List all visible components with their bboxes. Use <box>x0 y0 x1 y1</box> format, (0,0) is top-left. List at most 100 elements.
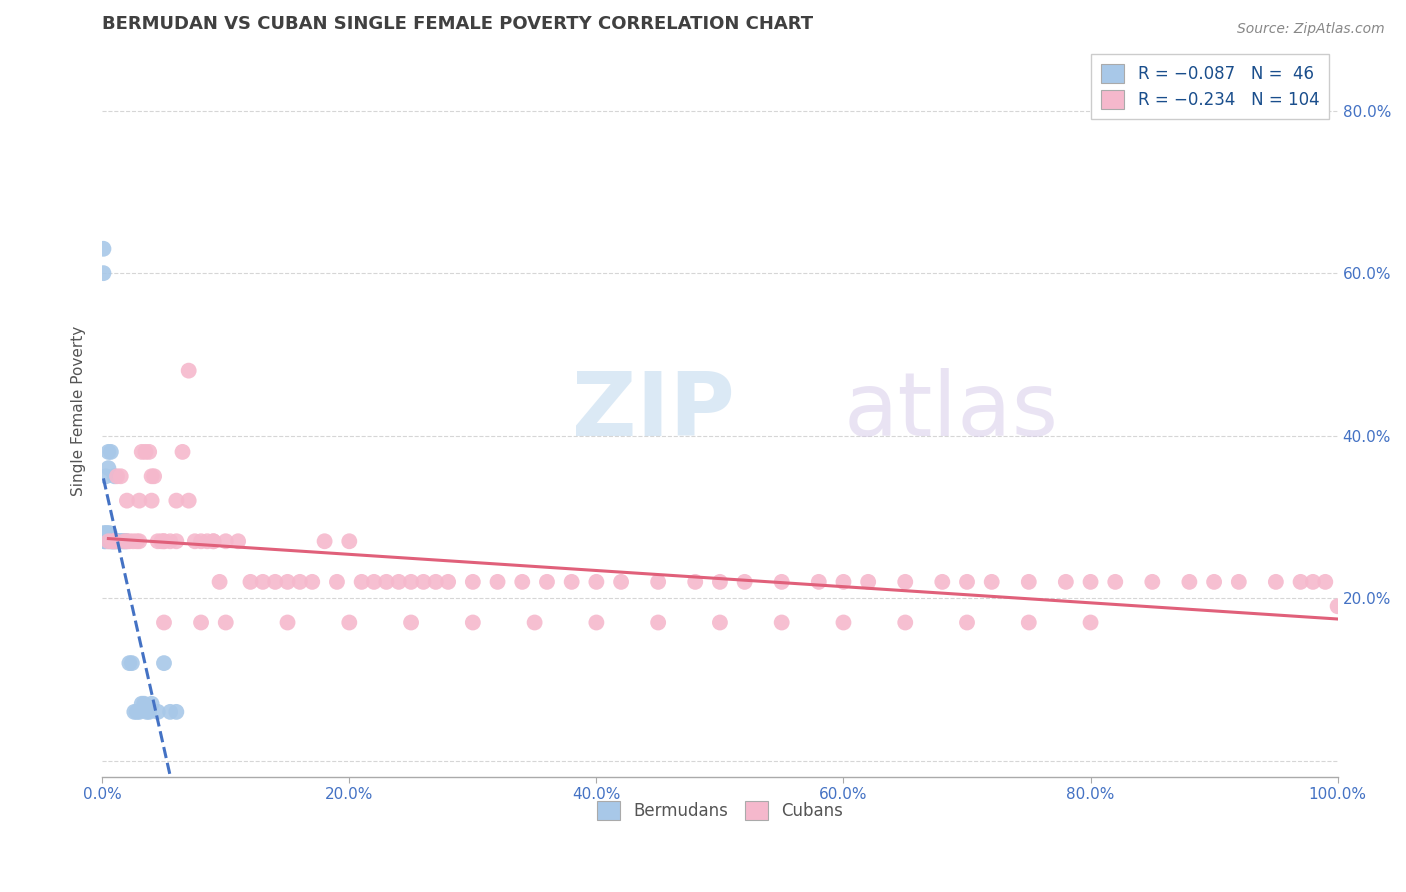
Point <box>108 534 131 549</box>
Point <box>1178 574 1201 589</box>
Point <box>647 615 669 630</box>
Point <box>1142 574 1164 589</box>
Point <box>1080 574 1102 589</box>
Point <box>165 705 187 719</box>
Point <box>93 266 115 280</box>
Point <box>486 574 509 589</box>
Point <box>146 705 169 719</box>
Point <box>1227 574 1250 589</box>
Point <box>110 469 132 483</box>
Point <box>134 697 156 711</box>
Point <box>128 705 150 719</box>
Point <box>388 574 411 589</box>
Point <box>399 615 422 630</box>
Point <box>159 705 181 719</box>
Point <box>208 574 231 589</box>
Point <box>94 526 117 541</box>
Point <box>709 615 731 630</box>
Point <box>100 445 122 459</box>
Point <box>980 574 1002 589</box>
Point <box>734 574 756 589</box>
Point <box>264 574 287 589</box>
Point <box>215 534 238 549</box>
Point <box>115 534 138 549</box>
Point <box>190 534 212 549</box>
Point <box>202 534 225 549</box>
Point <box>326 574 349 589</box>
Point <box>252 574 274 589</box>
Point <box>1326 599 1348 614</box>
Point <box>1264 574 1286 589</box>
Point <box>138 705 160 719</box>
Point <box>114 534 136 549</box>
Point <box>956 574 979 589</box>
Point <box>350 574 373 589</box>
Point <box>610 574 633 589</box>
Point <box>101 534 124 549</box>
Point <box>770 574 793 589</box>
Point <box>337 615 360 630</box>
Point <box>561 574 583 589</box>
Point <box>97 445 120 459</box>
Point <box>215 615 238 630</box>
Point <box>832 574 855 589</box>
Point <box>93 242 115 256</box>
Text: Source: ZipAtlas.com: Source: ZipAtlas.com <box>1237 22 1385 37</box>
Point <box>121 656 143 670</box>
Point <box>100 534 122 549</box>
Point <box>314 534 336 549</box>
Point <box>1054 574 1077 589</box>
Point <box>177 364 200 378</box>
Point <box>101 534 124 549</box>
Point <box>1204 574 1226 589</box>
Point <box>177 493 200 508</box>
Point <box>523 615 546 630</box>
Point <box>115 493 138 508</box>
Point <box>894 615 917 630</box>
Point <box>239 574 262 589</box>
Point <box>159 534 181 549</box>
Point <box>150 534 173 549</box>
Point <box>1018 615 1040 630</box>
Point <box>461 574 484 589</box>
Point <box>832 615 855 630</box>
Point <box>105 534 128 549</box>
Point <box>146 534 169 549</box>
Point <box>190 615 212 630</box>
Point <box>110 534 132 549</box>
Point <box>172 445 194 459</box>
Point <box>103 534 125 549</box>
Point <box>104 534 127 549</box>
Legend: Bermudans, Cubans: Bermudans, Cubans <box>591 795 851 827</box>
Point <box>93 526 115 541</box>
Point <box>143 469 166 483</box>
Point <box>103 534 125 549</box>
Point <box>1080 615 1102 630</box>
Point <box>111 534 134 549</box>
Point <box>337 534 360 549</box>
Point <box>202 534 225 549</box>
Point <box>93 534 115 549</box>
Point <box>98 534 121 549</box>
Point <box>226 534 249 549</box>
Point <box>97 534 120 549</box>
Point <box>585 615 607 630</box>
Point <box>153 656 176 670</box>
Point <box>153 534 176 549</box>
Point <box>141 493 163 508</box>
Point <box>131 445 153 459</box>
Point <box>103 534 125 549</box>
Point <box>101 534 124 549</box>
Text: ZIP: ZIP <box>572 368 734 455</box>
Point <box>114 534 136 549</box>
Point <box>683 574 706 589</box>
Point <box>93 534 115 549</box>
Text: atlas: atlas <box>844 368 1059 455</box>
Point <box>647 574 669 589</box>
Point <box>461 615 484 630</box>
Point <box>104 534 127 549</box>
Point <box>301 574 323 589</box>
Point <box>425 574 447 589</box>
Point <box>1104 574 1126 589</box>
Point <box>98 526 121 541</box>
